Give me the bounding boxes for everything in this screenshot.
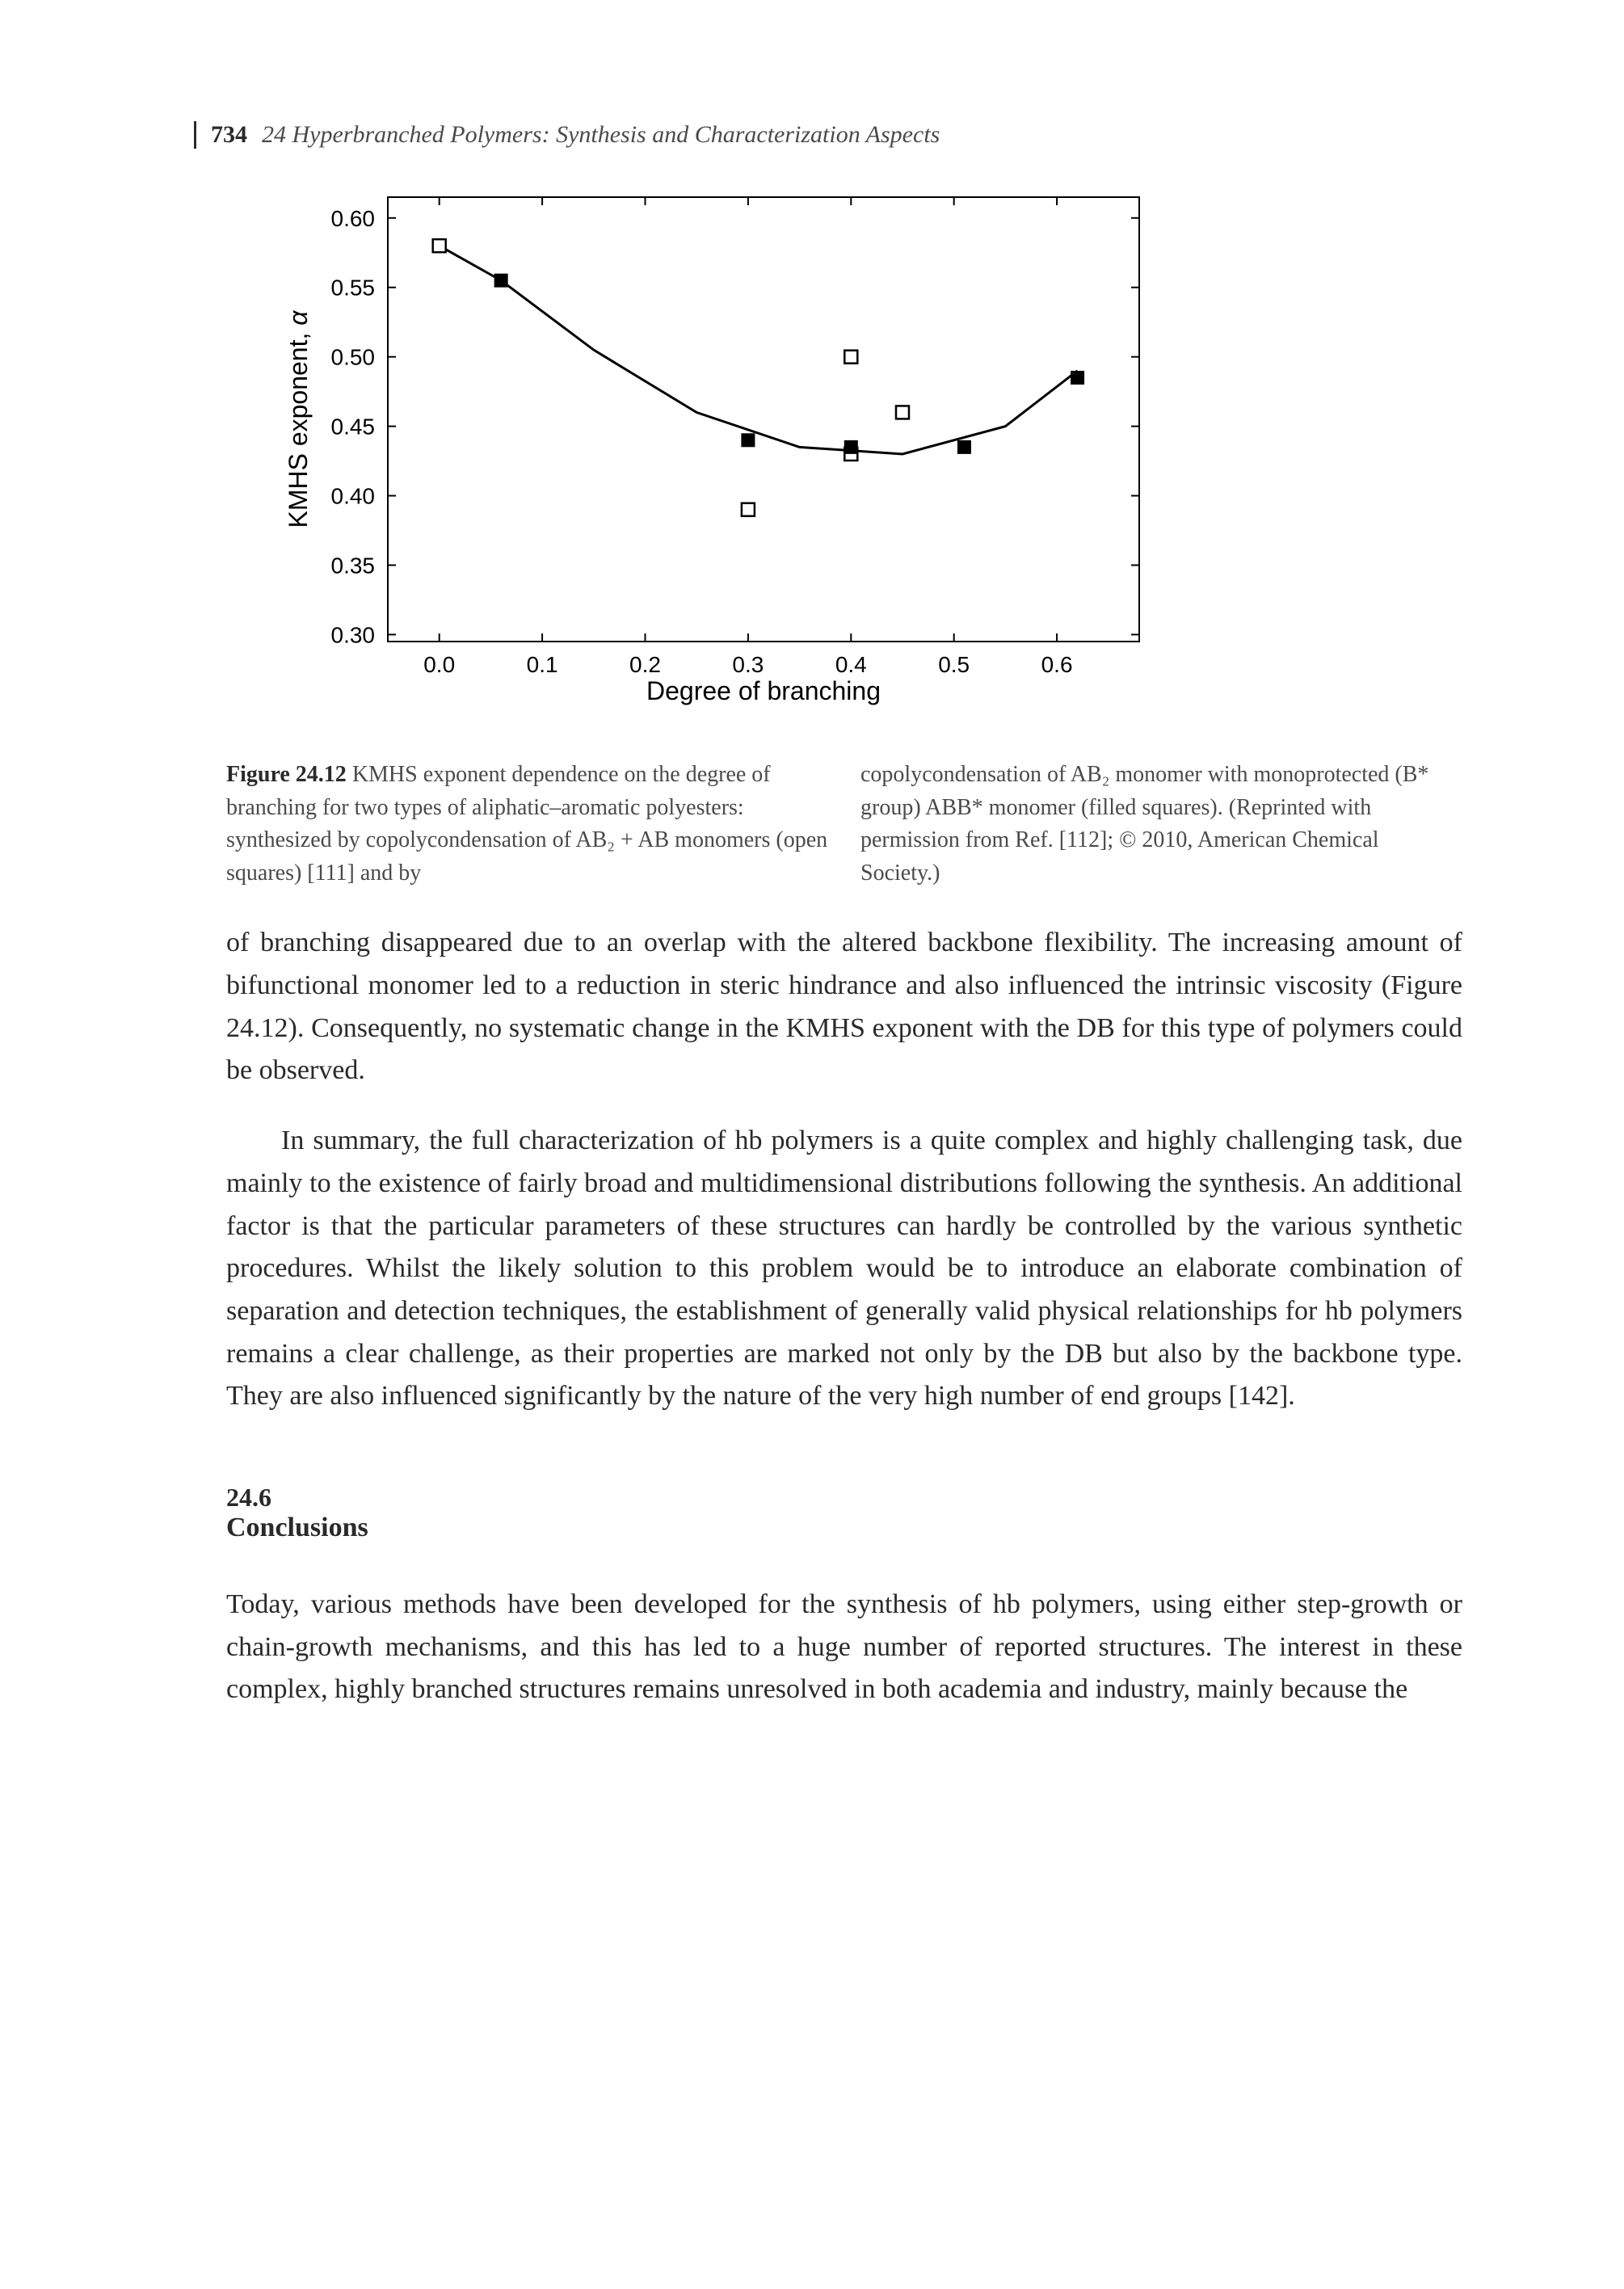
caption-text-2: copolycondensation of AB₂ monomer with m…	[860, 762, 1428, 886]
figure-24-12-chart: 0.0 0.1 0.2 0.3 0.4 0.5 0.6 0.30 0.35 0.40 0.45 0.5…	[275, 181, 1462, 718]
svg-text:0.3: 0.3	[732, 652, 764, 677]
svg-text:0.0: 0.0	[423, 652, 455, 677]
svg-text:0.4: 0.4	[835, 652, 867, 677]
svg-text:0.1: 0.1	[527, 652, 558, 677]
figure-label: Figure 24.12	[226, 762, 347, 787]
kmhs-chart-svg: 0.0 0.1 0.2 0.3 0.4 0.5 0.6 0.30 0.35 0.40 0.45 0.5…	[275, 181, 1163, 714]
caption-col-1: Figure 24.12 KMHS exponent dependence on…	[226, 759, 828, 890]
section-title: Conclusions	[226, 1513, 1462, 1543]
body-para-2: In summary, the full characterization of…	[226, 1120, 1462, 1418]
figure-caption: Figure 24.12 KMHS exponent dependence on…	[226, 759, 1462, 890]
chapter-title: 24 Hyperbranched Polymers: Synthesis and…	[262, 121, 940, 149]
svg-text:Degree of branching: Degree of branching	[646, 676, 881, 705]
svg-text:0.2: 0.2	[629, 652, 661, 677]
svg-text:0.5: 0.5	[938, 652, 970, 677]
section-number: 24.6	[226, 1483, 1462, 1513]
body-para-1: of branching disappeared due to an overl…	[226, 922, 1462, 1092]
svg-text:0.6: 0.6	[1041, 652, 1073, 677]
svg-text:0.45: 0.45	[331, 414, 376, 440]
svg-text:0.35: 0.35	[331, 553, 376, 578]
svg-text:0.40: 0.40	[331, 484, 376, 509]
svg-text:0.60: 0.60	[331, 206, 376, 231]
running-head: 734 24 Hyperbranched Polymers: Synthesis…	[194, 121, 1462, 149]
svg-text:KMHS exponent, α: KMHS exponent, α	[284, 310, 313, 528]
svg-text:0.55: 0.55	[331, 276, 376, 301]
body-para-3: Today, various methods have been develop…	[226, 1584, 1462, 1711]
caption-col-2: copolycondensation of AB₂ monomer with m…	[860, 759, 1462, 890]
page-number: 734	[211, 121, 247, 149]
svg-text:0.50: 0.50	[331, 345, 376, 370]
svg-text:0.30: 0.30	[331, 622, 376, 647]
